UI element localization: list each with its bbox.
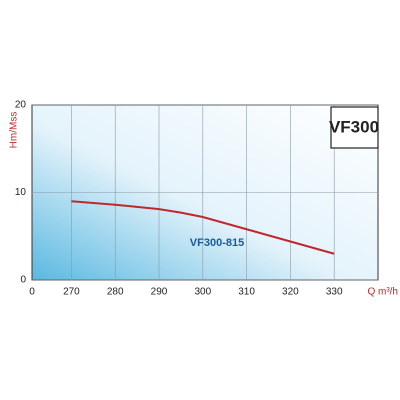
y-tick-label: 0 [20, 275, 26, 286]
x-tick-label: 270 [63, 287, 80, 298]
x-origin-label: 0 [29, 287, 35, 298]
chart-title: VF300 [329, 117, 379, 136]
x-tick-label: 320 [282, 287, 299, 298]
y-tick-label: 10 [15, 187, 27, 198]
series-line [71, 200, 335, 255]
x-tick-label: 290 [151, 287, 168, 298]
x-tick-label: 310 [238, 287, 255, 298]
x-tick-label: 280 [107, 287, 124, 298]
y-tick-label: 20 [15, 100, 27, 111]
x-axis-label: Q m³/h [367, 287, 398, 298]
title-box [330, 106, 379, 149]
x-tick-label: 300 [194, 287, 211, 298]
y-axis-label: Hm/Mss [9, 112, 20, 149]
series-label: VF300-815 [190, 237, 244, 249]
x-tick-label: 330 [326, 287, 343, 298]
